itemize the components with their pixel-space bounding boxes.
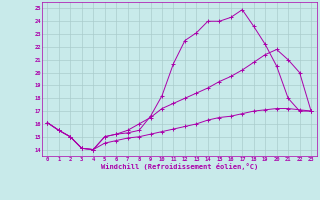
X-axis label: Windchill (Refroidissement éolien,°C): Windchill (Refroidissement éolien,°C) [100, 163, 258, 170]
